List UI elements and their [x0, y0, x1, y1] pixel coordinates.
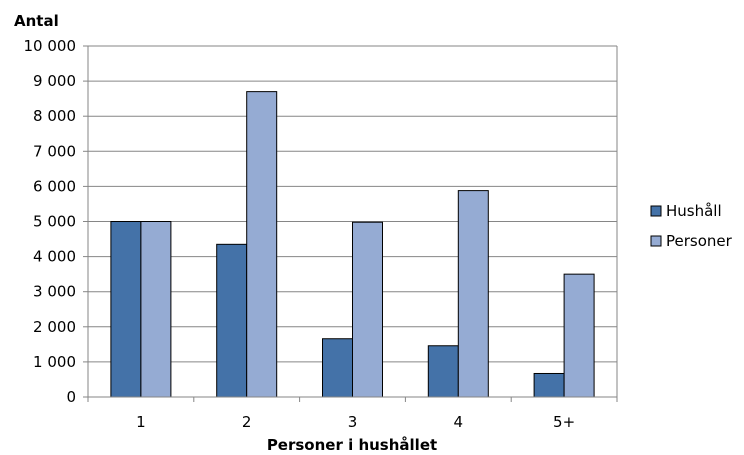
y-tick-label: 1 000 — [33, 353, 76, 371]
x-tick-label: 5+ — [553, 413, 575, 431]
x-tick-label: 2 — [242, 413, 252, 431]
bar-personer-3 — [352, 221, 383, 398]
y-tick-label: 7 000 — [33, 142, 76, 160]
y-tick-label: 9 000 — [33, 72, 76, 90]
legend: Hushåll Personer — [650, 202, 733, 250]
x-tick-label: 1 — [136, 413, 146, 431]
y-axis-title: Antal — [14, 12, 59, 30]
bar-hush-ll-1 — [110, 221, 142, 398]
bar-personer-1 — [140, 221, 172, 398]
bar-personer-5plus — [563, 273, 595, 398]
bar-hush-ll-3 — [322, 338, 353, 398]
legend-label: Hushåll — [666, 202, 722, 220]
bar-hush-ll-4 — [427, 345, 459, 398]
x-axis-title: Personer i hushållet — [267, 436, 437, 454]
legend-label: Personer — [666, 232, 733, 250]
legend-swatch — [650, 235, 662, 247]
bar-hush-ll-5plus — [533, 372, 565, 398]
y-tick-label: 10 000 — [24, 37, 77, 55]
y-tick-label: 0 — [66, 388, 76, 406]
axes: 0 1 000 2 000 3 000 4 000 5 000 6 000 7 000 8 00… — [24, 37, 618, 431]
y-tick-label: 2 000 — [33, 318, 76, 336]
legend-swatch — [650, 205, 662, 217]
y-tick-label: 3 000 — [33, 283, 76, 301]
y-tick-label: 6 000 — [33, 177, 76, 195]
x-tick-label: 3 — [348, 413, 358, 431]
y-tick-label: 5 000 — [33, 213, 76, 231]
bar-personer-2 — [246, 91, 278, 398]
bar-personer-4 — [457, 190, 489, 398]
bars — [110, 91, 595, 398]
y-tick-label: 4 000 — [33, 248, 76, 266]
x-tick-label: 4 — [454, 413, 464, 431]
y-tick-label: 8 000 — [33, 107, 76, 125]
bar-hush-ll-2 — [216, 243, 248, 398]
